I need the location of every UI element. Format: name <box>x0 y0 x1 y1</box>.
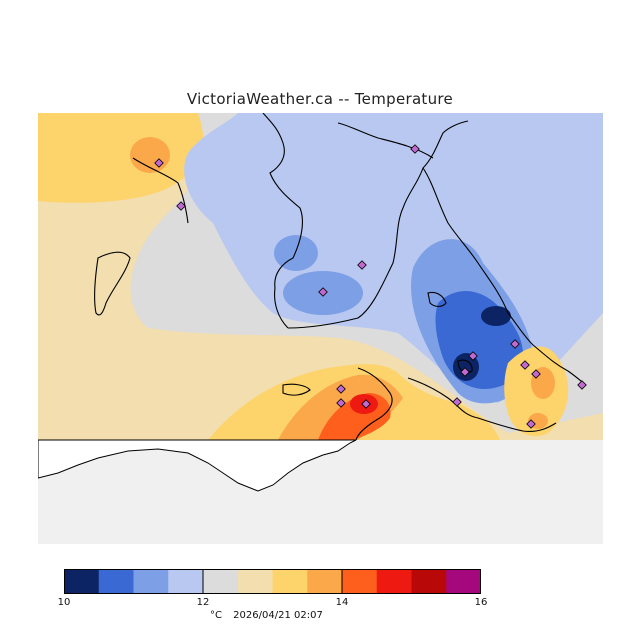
island-center <box>457 359 473 374</box>
legend-swatch <box>272 569 308 594</box>
island-west <box>93 251 131 316</box>
timestamp: 2026/04/21 02:07 <box>233 610 323 621</box>
station-marker[interactable] <box>460 367 470 377</box>
warm-zone-northwest <box>38 113 204 203</box>
island-east <box>427 291 447 307</box>
cool-spot-north <box>274 235 318 271</box>
coastline-river <box>132 157 189 224</box>
cold-core-east <box>481 306 511 326</box>
coastline-inlet <box>287 120 469 329</box>
map-title: VictoriaWeather.ca -- Temperature <box>186 90 454 108</box>
legend-swatch <box>203 569 239 594</box>
station-markers <box>154 144 587 429</box>
station-marker[interactable] <box>526 419 536 429</box>
station-marker[interactable] <box>520 360 530 370</box>
legend-swatch <box>168 569 204 594</box>
no-data-area <box>38 440 603 544</box>
station-marker[interactable] <box>577 380 587 390</box>
island-south <box>282 383 311 396</box>
land-south <box>38 439 357 492</box>
station-marker[interactable] <box>452 397 462 407</box>
legend-swatch <box>446 569 481 594</box>
legend-swatch <box>237 569 273 594</box>
map-canvas <box>38 113 603 544</box>
station-marker[interactable] <box>361 399 371 409</box>
legend-swatch <box>133 569 169 594</box>
station-marker[interactable] <box>336 398 346 408</box>
map-footer: °C 2026/04/21 02:07 <box>210 610 331 621</box>
station-marker[interactable] <box>357 260 367 270</box>
unit-label: °C <box>210 610 222 621</box>
station-marker[interactable] <box>410 144 420 154</box>
station-marker[interactable] <box>468 351 478 361</box>
temperature-map <box>38 113 603 544</box>
legend-swatch <box>376 569 412 594</box>
coastline-strait <box>407 377 557 432</box>
station-marker[interactable] <box>510 339 520 349</box>
coastline-east <box>422 167 587 386</box>
legend-swatch <box>307 569 343 594</box>
station-marker[interactable] <box>154 158 164 168</box>
legend-swatch <box>98 569 134 594</box>
color-legend <box>64 569 481 594</box>
coastlines <box>93 113 587 441</box>
legend-swatch <box>342 569 378 594</box>
station-marker[interactable] <box>318 287 328 297</box>
legend-tick-label: 10 <box>57 597 71 608</box>
station-marker[interactable] <box>176 201 186 211</box>
coastline-mainland-west <box>262 113 303 329</box>
coastline-north <box>337 122 434 159</box>
legend-swatch <box>411 569 447 594</box>
legend-tick-label: 12 <box>196 597 210 608</box>
legend-swatch <box>64 569 100 594</box>
legend-tick-label: 14 <box>335 597 349 608</box>
coastline-south <box>355 367 393 441</box>
station-marker[interactable] <box>336 384 346 394</box>
legend-bar <box>64 569 481 594</box>
station-marker[interactable] <box>531 369 541 379</box>
legend-tick-label: 16 <box>474 597 488 608</box>
legend-border <box>64 569 481 594</box>
